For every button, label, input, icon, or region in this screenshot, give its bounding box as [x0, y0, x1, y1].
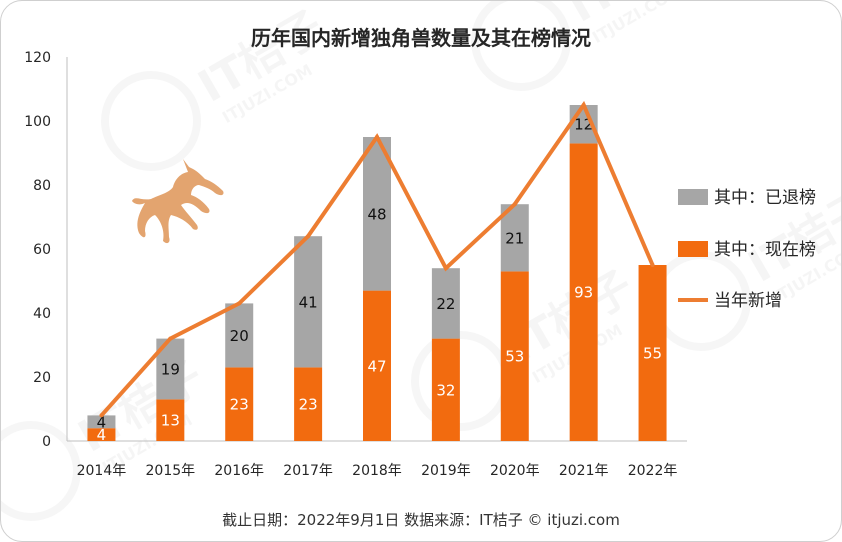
bar: [87, 415, 116, 429]
watermark-logo-icon: [458, 1, 584, 104]
watermark: IT桔子ITJUZI.COM: [458, 1, 712, 104]
bar-data-label: 41: [299, 293, 318, 311]
bar-data-label: 21: [505, 229, 524, 247]
bar-layer: [87, 105, 667, 441]
bar: [294, 236, 323, 368]
bar: [363, 290, 391, 441]
bar-data-label: 47: [367, 357, 386, 375]
x-tick-label: 2022年: [628, 463, 678, 479]
unicorn-icon: [132, 159, 224, 244]
bar: [363, 137, 391, 291]
x-tick-label: 2019年: [421, 463, 471, 479]
x-tick-label: 2017年: [283, 463, 333, 479]
bar-data-label: 48: [367, 205, 386, 223]
line-point: [237, 301, 242, 306]
bar-data-label: 23: [230, 396, 249, 414]
bar: [156, 399, 185, 441]
x-tick-label: 2014年: [77, 463, 127, 479]
bar: [294, 367, 323, 441]
legend-label: 其中：已退榜: [714, 188, 816, 208]
y-tick-label: 20: [33, 370, 51, 386]
bar: [87, 428, 116, 441]
footer-source: 截止日期：2022年9月1日 数据来源：IT桔子 © itjuzi.com: [222, 511, 620, 529]
x-tick-label: 2021年: [559, 463, 609, 479]
bar-data-label: 53: [505, 348, 524, 366]
bar-data-label: 13: [161, 412, 180, 430]
y-tick-label: 100: [24, 114, 51, 130]
line-point: [443, 266, 448, 271]
line-point: [512, 202, 517, 207]
bar-data-label: 19: [161, 361, 180, 379]
legend-swatch: [678, 189, 708, 205]
bar: [225, 303, 254, 368]
line-layer: [99, 100, 655, 418]
bar-data-label: 22: [436, 295, 455, 313]
x-tick-label: 2016年: [214, 463, 264, 479]
bar: [431, 338, 460, 441]
line-point: [581, 103, 586, 107]
bar-data-label: 23: [299, 396, 318, 414]
bar: [569, 143, 598, 441]
bar: [431, 268, 460, 339]
bar: [500, 271, 529, 441]
line-point: [650, 263, 655, 267]
chart-axes: 0 20 40 60 80 100 120 2014年 2015年 2016年 2017年 2018年…: [24, 50, 687, 479]
chart-title: 历年国内新增独角兽数量及其在榜情况: [251, 26, 591, 50]
line-point: [168, 336, 173, 341]
y-tick-label: 40: [33, 306, 51, 322]
bar-data-label: 4: [97, 413, 107, 431]
bar-data-label: 32: [436, 381, 455, 399]
bar-data-label: 93: [574, 284, 593, 302]
line-point: [306, 234, 311, 239]
y-tick-label: 60: [33, 242, 51, 258]
bar: [638, 265, 667, 441]
bar-data-label: 20: [230, 327, 249, 345]
legend-swatch: [678, 241, 708, 257]
legend-label: 当年新增: [714, 291, 782, 311]
line-point: [375, 135, 379, 139]
x-tick-label: 2018年: [352, 463, 402, 479]
bar-data-label: 4: [97, 426, 107, 444]
legend-label: 其中：现在榜: [714, 240, 816, 260]
x-tick-label: 2020年: [490, 463, 540, 479]
y-tick-label: 80: [33, 178, 51, 194]
bar: [225, 367, 254, 441]
y-tick-label: 0: [42, 434, 51, 450]
bar-data-label: 55: [643, 345, 662, 363]
line-point: [99, 413, 104, 418]
x-tick-label: 2015年: [146, 463, 196, 479]
y-tick-label: 120: [24, 50, 51, 66]
